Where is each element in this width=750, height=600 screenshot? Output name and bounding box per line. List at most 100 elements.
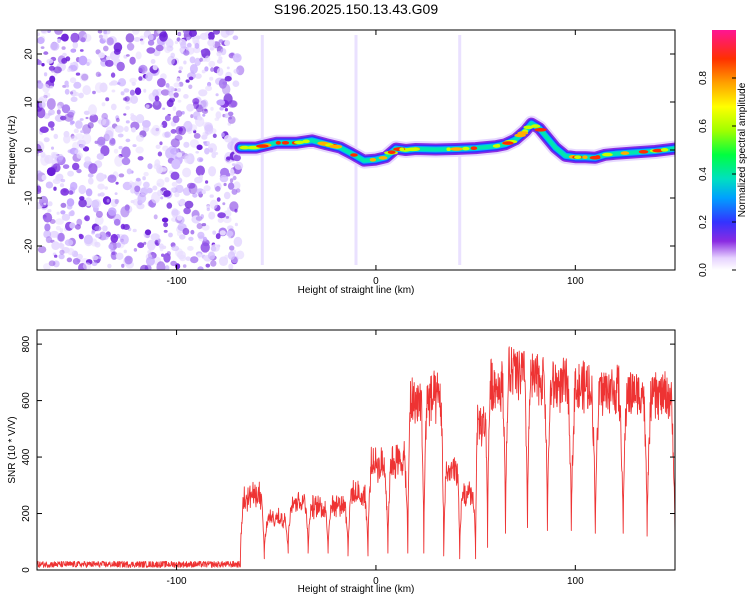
noise-blob: [174, 192, 180, 198]
noise-blob: [46, 58, 54, 64]
noise-blob: [171, 208, 179, 218]
snr-x-label: Height of straight line (km): [298, 584, 415, 595]
noise-blob: [198, 174, 204, 180]
noise-blob: [183, 141, 190, 148]
noise-blob: [101, 102, 106, 107]
noise-blob: [69, 222, 76, 229]
noise-blob: [164, 177, 170, 183]
noise-blob: [183, 60, 187, 65]
noise-blob: [214, 152, 219, 155]
noise-blob: [144, 229, 152, 236]
ridge-hotspot: [399, 147, 405, 152]
noise-blob: [171, 181, 178, 187]
noise-blob: [142, 120, 151, 128]
noise-blob: [120, 91, 125, 96]
noise-blob: [57, 38, 61, 43]
noise-blob: [199, 57, 203, 62]
noise-blob: [40, 46, 45, 49]
snr-panel: -100 0 100 0 200 400 600 800 Height of straigh…: [7, 329, 676, 595]
noise-blob: [85, 116, 89, 120]
noise-blob: [202, 236, 208, 242]
ridge-hotspot: [446, 147, 451, 151]
noise-blob: [230, 173, 235, 176]
ridge-hotspot: [369, 158, 377, 162]
noise-blob: [76, 168, 82, 174]
noise-blob: [55, 225, 61, 231]
ridge-hotspot: [275, 141, 281, 145]
noise-blob: [154, 159, 161, 167]
noise-blob: [186, 36, 191, 41]
noise-blob: [67, 170, 74, 177]
noise-blob: [105, 97, 110, 102]
noise-blob: [147, 239, 156, 251]
noise-blob: [40, 30, 48, 35]
noise-blob: [56, 109, 61, 115]
noise-blob: [74, 149, 81, 155]
noise-blob: [135, 51, 142, 60]
noise-blob: [103, 45, 109, 52]
noise-blob: [173, 92, 179, 98]
noise-blob: [108, 243, 114, 250]
colorbar: 0.0 0.2 0.4 0.6 0.8 Normalized spectral ampl…: [698, 30, 748, 277]
noise-blob: [79, 118, 84, 121]
noise-blob: [117, 133, 124, 138]
noise-blob: [138, 76, 143, 81]
y-tick-label: -10: [24, 190, 35, 205]
noise-blob: [131, 81, 136, 86]
ridge-hotspot: [582, 155, 588, 159]
noise-blob: [104, 186, 108, 190]
noise-blob: [126, 168, 132, 175]
noise-blob: [62, 52, 67, 57]
noise-blob: [159, 124, 164, 128]
noise-blob: [215, 111, 222, 119]
noise-blob: [233, 236, 243, 247]
noise-blob: [182, 30, 190, 35]
noise-blob: [131, 127, 136, 133]
ridge-hotspot: [517, 131, 529, 135]
noise-blob: [169, 94, 175, 99]
snr-frame: [36, 329, 676, 571]
colorbar-tick-label: 0.8: [698, 71, 709, 85]
colorbar-tick-label: 0.4: [698, 167, 709, 181]
ridge-hotspot: [350, 153, 358, 157]
noise-blob: [195, 216, 203, 221]
noise-blob: [188, 236, 194, 241]
noise-blob: [143, 181, 150, 189]
noise-blob: [170, 138, 180, 148]
noise-blob: [55, 218, 64, 225]
noise-blob: [176, 88, 181, 92]
noise-blob: [119, 234, 129, 245]
noise-blob: [184, 200, 194, 209]
noise-blob: [216, 197, 221, 202]
y-tick-label: 800: [21, 335, 32, 352]
noise-blob: [189, 64, 198, 74]
noise-blob: [143, 171, 149, 177]
noise-blob: [106, 198, 110, 203]
y-tick-label: 400: [21, 448, 32, 465]
spectrogram-plot-area: [37, 30, 675, 270]
y-tick-label: 200: [21, 505, 32, 522]
noise-blob: [129, 56, 136, 65]
noise-blob: [137, 242, 145, 249]
ridge-hotspot: [652, 148, 664, 153]
noise-blob: [190, 114, 194, 119]
noise-blob: [113, 48, 121, 55]
colorbar-tick-label: 0.2: [698, 215, 709, 229]
noise-blob: [176, 215, 183, 221]
noise-blob: [182, 264, 187, 268]
noise-blob: [66, 198, 75, 207]
noise-blob: [37, 107, 46, 119]
noise-blob: [217, 218, 224, 223]
noise-blob: [43, 137, 50, 143]
noise-blob: [84, 234, 93, 245]
noise-blob: [161, 120, 168, 128]
noise-blob: [78, 55, 88, 66]
noise-blob: [159, 141, 163, 146]
noise-blob: [183, 94, 189, 99]
noise-blob: [73, 81, 82, 89]
noise-blob: [160, 89, 170, 96]
noise-blob: [61, 46, 66, 50]
noise-blob: [216, 59, 223, 64]
noise-blob: [115, 117, 120, 123]
noise-blob: [218, 39, 224, 43]
